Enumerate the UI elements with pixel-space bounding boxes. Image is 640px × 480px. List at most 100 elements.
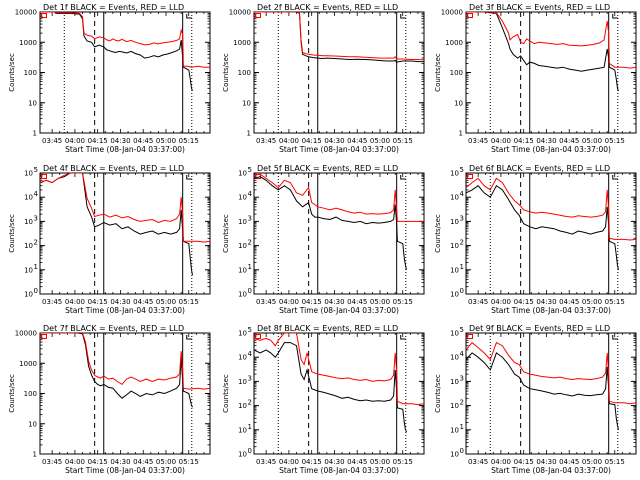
series-events-line bbox=[254, 342, 407, 433]
plot-frame bbox=[39, 332, 211, 455]
y-axis-title: Counts/sec bbox=[8, 374, 16, 413]
y-tick-label: 100 bbox=[450, 69, 463, 77]
x-tick-label: 04:30 bbox=[536, 298, 556, 306]
y-tick-label: 10000 bbox=[229, 9, 251, 17]
flag-box-left bbox=[467, 334, 473, 339]
series-lld-line bbox=[40, 333, 210, 390]
x-tick-label: 04:00 bbox=[491, 458, 511, 466]
x-tick-label: 04:30 bbox=[110, 137, 130, 145]
chart-title: Det 2f BLACK = Events, RED = LLD bbox=[257, 3, 398, 12]
y-tick-label: 10 bbox=[238, 330, 247, 338]
x-tick-label: 05:00 bbox=[582, 298, 602, 306]
y-tick-label: 10 bbox=[24, 170, 33, 178]
x-tick-label: 04:00 bbox=[65, 298, 85, 306]
x-tick-label: 05:15 bbox=[393, 137, 413, 145]
y-tick-label: 1000 bbox=[445, 39, 463, 47]
y-tick-label: 10 bbox=[238, 451, 247, 459]
x-tick-label: 04:00 bbox=[491, 298, 511, 306]
x-tick-label: 05:15 bbox=[605, 458, 625, 466]
y-tick-exponent: 3 bbox=[460, 374, 464, 382]
x-axis-title: Start Time (08-Jan-04 03:37:00) bbox=[491, 306, 611, 315]
flag-box-left bbox=[255, 13, 261, 18]
chart-title: Det 9f BLACK = Events, RED = LLD bbox=[469, 324, 610, 333]
x-tick-label: 04:45 bbox=[347, 298, 367, 306]
x-axis-title: Start Time (08-Jan-04 03:37:00) bbox=[279, 145, 399, 154]
x-axis-title: Start Time (08-Jan-04 03:37:00) bbox=[65, 145, 185, 154]
x-axis-title: Start Time (08-Jan-04 03:37:00) bbox=[65, 466, 185, 475]
x-tick-label: 04:15 bbox=[88, 298, 108, 306]
y-tick-label: 10 bbox=[238, 266, 247, 274]
x-tick-label: 05:00 bbox=[370, 458, 390, 466]
x-tick-label: 05:00 bbox=[156, 137, 176, 145]
y-tick-label: 100 bbox=[24, 69, 37, 77]
y-tick-label: 10000 bbox=[15, 330, 37, 338]
chart-panel-7: Det 7f BLACK = Events, RED = LLD 1 10 100 10… bbox=[8, 324, 211, 475]
y-tick-exponent: 3 bbox=[248, 374, 252, 382]
x-tick-label: 05:00 bbox=[582, 137, 602, 145]
plot-frame bbox=[253, 172, 425, 295]
y-tick-exponent: 3 bbox=[34, 214, 38, 222]
y-tick-exponent: 5 bbox=[248, 166, 252, 174]
x-axis-title: Start Time (08-Jan-04 03:37:00) bbox=[65, 306, 185, 315]
y-tick-label: 10 bbox=[24, 291, 33, 299]
y-tick-exponent: 1 bbox=[460, 423, 464, 431]
y-tick-exponent: 0 bbox=[248, 287, 252, 295]
y-tick-exponent: 1 bbox=[460, 263, 464, 271]
x-tick-label: 04:30 bbox=[536, 458, 556, 466]
y-tick-exponent: 4 bbox=[248, 190, 253, 198]
x-tick-label: 04:45 bbox=[559, 458, 579, 466]
flag-box-left bbox=[41, 334, 47, 339]
y-tick-label: 10 bbox=[450, 266, 459, 274]
series-events-line bbox=[254, 12, 424, 63]
x-tick-label: 04:15 bbox=[88, 137, 108, 145]
x-tick-label: 04:15 bbox=[302, 298, 322, 306]
x-tick-label: 04:00 bbox=[279, 298, 299, 306]
x-tick-label: 04:30 bbox=[324, 137, 344, 145]
x-tick-label: 04:45 bbox=[347, 137, 367, 145]
chart-panel-3: Det 3f BLACK = Events, RED = LLD 1 10 100 10… bbox=[434, 3, 637, 154]
y-tick-label: 10 bbox=[24, 266, 33, 274]
y-tick-label: 10 bbox=[238, 354, 247, 362]
y-tick-label: 10 bbox=[450, 242, 459, 250]
y-tick-label: 10 bbox=[450, 170, 459, 178]
flag-box-right bbox=[612, 14, 618, 19]
x-tick-label: 05:00 bbox=[370, 298, 390, 306]
y-tick-label: 10000 bbox=[15, 9, 37, 17]
plot-frame bbox=[465, 332, 637, 455]
y-axis-title: Counts/sec bbox=[222, 53, 230, 92]
y-tick-exponent: 2 bbox=[248, 239, 252, 247]
x-tick-label: 04:00 bbox=[279, 458, 299, 466]
series-events-line bbox=[40, 333, 193, 408]
x-tick-label: 04:30 bbox=[110, 298, 130, 306]
y-tick-label: 10000 bbox=[441, 9, 463, 17]
y-axis-title: Counts/sec bbox=[222, 214, 230, 253]
flag-box-right bbox=[400, 175, 406, 180]
plot-frame bbox=[39, 11, 211, 134]
x-tick-label: 04:45 bbox=[347, 458, 367, 466]
flag-box-right bbox=[612, 175, 618, 180]
y-tick-label: 10 bbox=[238, 291, 247, 299]
y-tick-exponent: 1 bbox=[248, 263, 252, 271]
y-tick-label: 10 bbox=[242, 99, 251, 107]
y-tick-exponent: 3 bbox=[248, 214, 252, 222]
x-tick-label: 04:45 bbox=[133, 458, 153, 466]
y-tick-label: 1000 bbox=[233, 39, 251, 47]
y-axis-title: Counts/sec bbox=[8, 214, 16, 253]
x-tick-label: 03:45 bbox=[256, 458, 276, 466]
plot-frame bbox=[39, 172, 211, 295]
x-tick-label: 03:45 bbox=[256, 298, 276, 306]
plot-frame bbox=[253, 11, 425, 134]
x-tick-label: 03:45 bbox=[42, 137, 62, 145]
chart-panel-2: Det 2f BLACK = Events, RED = LLD 1 10 100 10… bbox=[222, 3, 425, 154]
y-tick-exponent: 0 bbox=[460, 447, 464, 455]
y-axis-title: Counts/sec bbox=[8, 53, 16, 92]
series-events-line bbox=[254, 176, 407, 270]
y-tick-label: 10 bbox=[24, 194, 33, 202]
y-tick-label: 10 bbox=[450, 378, 459, 386]
y-tick-label: 10 bbox=[238, 218, 247, 226]
y-axis-title: Counts/sec bbox=[222, 374, 230, 413]
x-tick-label: 05:15 bbox=[605, 137, 625, 145]
plot-frame bbox=[465, 172, 637, 295]
